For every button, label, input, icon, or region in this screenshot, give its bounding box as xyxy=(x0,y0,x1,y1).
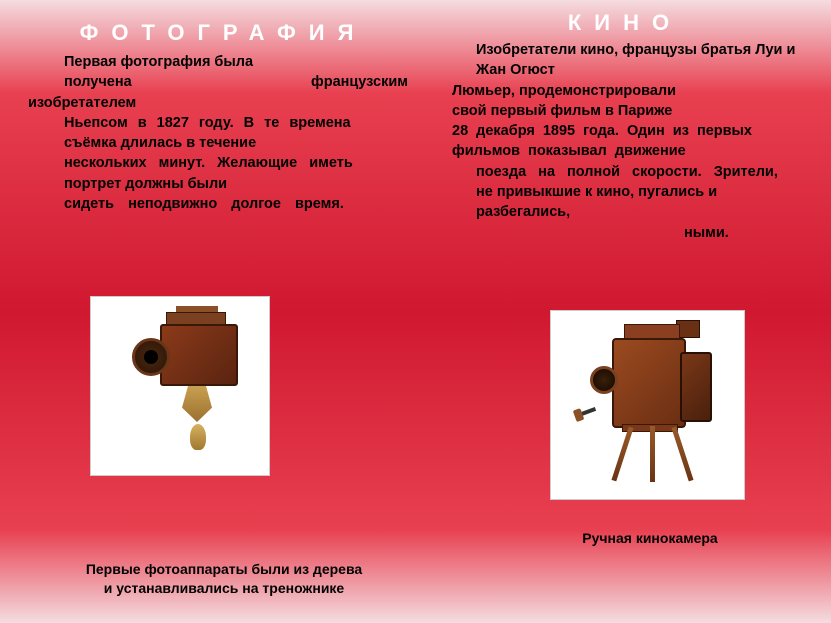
photo-camera-image xyxy=(90,296,270,476)
line: Первая фотография была xyxy=(28,52,418,72)
line: получена французским xyxy=(28,72,418,92)
line: съёмка длилась в течение xyxy=(28,133,418,153)
line: 28 декабря 1895 года. Один из первых фил… xyxy=(440,121,810,162)
line: Ньепсом в 1827 году. В те времена xyxy=(28,113,418,133)
line: нескольких минут. Желающие иметь xyxy=(28,153,418,173)
line: свой первый фильм в Париже xyxy=(440,101,810,121)
line: поезда на полной скорости. Зрители, xyxy=(440,162,810,182)
line: Люмьер, продемонстрировали xyxy=(440,81,810,101)
cinema-caption: Ручная кинокамера xyxy=(540,530,760,546)
photo-caption: Первые фотоаппараты были из дерева и уст… xyxy=(44,560,404,598)
right-column: КИНО Изобретатели кино, французы братья … xyxy=(440,10,810,243)
line: портрет должны были xyxy=(28,174,418,194)
line: Изобретатели кино, французы братья Луи и… xyxy=(440,40,810,81)
photography-title: ФОТОГРАФИЯ xyxy=(28,20,418,46)
wooden-camera-icon xyxy=(110,306,250,466)
line: не привыкшие к кино, пугались и разбегал… xyxy=(440,182,810,223)
line: сидеть неподвижно долгое время. xyxy=(28,194,418,214)
cinema-camera-image xyxy=(550,310,745,500)
photography-text: Первая фотография была получена французс… xyxy=(28,52,418,214)
cinema-title: КИНО xyxy=(440,10,810,36)
cinema-text: Изобретатели кино, французы братья Луи и… xyxy=(440,40,810,243)
line: ными. xyxy=(440,223,810,243)
cinema-camera-icon xyxy=(568,320,728,490)
line: изобретателем xyxy=(28,93,418,113)
left-column: ФОТОГРАФИЯ Первая фотография была получе… xyxy=(28,20,418,214)
